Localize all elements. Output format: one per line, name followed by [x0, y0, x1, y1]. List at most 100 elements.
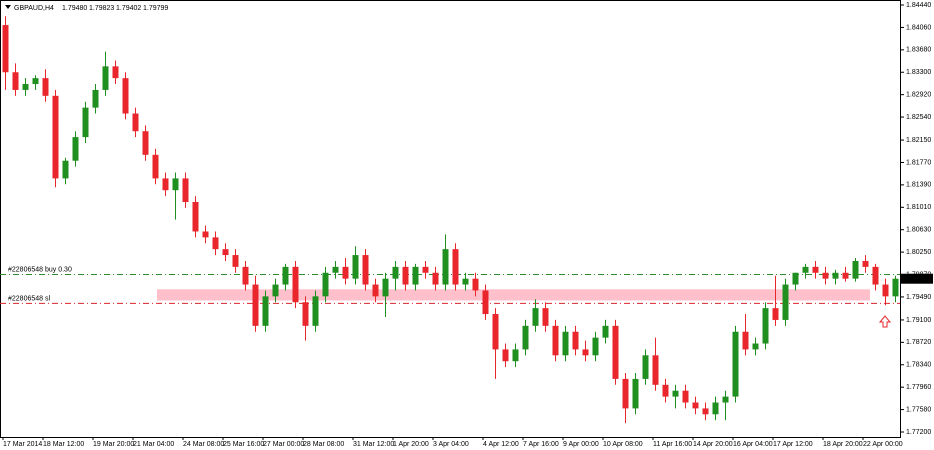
- candle-body: [172, 178, 179, 191]
- candle-body: [202, 231, 209, 238]
- ohlc-value: 1.79402: [116, 5, 141, 12]
- candle-body: [472, 278, 479, 291]
- candle-body: [322, 272, 329, 297]
- y-tick-label: 1.77580: [906, 406, 931, 413]
- candle-body: [152, 154, 159, 179]
- y-tick-label: 1.80250: [906, 249, 931, 256]
- candle-body: [302, 302, 309, 326]
- candle-body: [712, 402, 719, 415]
- x-tick-label: 22 Apr 00:00: [863, 441, 903, 448]
- candle-body: [312, 296, 319, 326]
- x-tick-label: 25 Mar 16:00: [223, 441, 264, 448]
- candle-body: [182, 178, 189, 202]
- candle-body: [432, 272, 439, 285]
- candle-body: [742, 331, 749, 350]
- candle-body: [52, 95, 59, 179]
- candle-body: [682, 390, 689, 403]
- order-label: #22806548 sl: [8, 295, 50, 302]
- x-tick-label: 24 Mar 08:00: [183, 441, 224, 448]
- candle-body: [262, 296, 269, 326]
- y-tick-label: 1.84440: [906, 2, 931, 9]
- x-tick-label: 7 Apr 16:00: [523, 441, 559, 448]
- plot-frame: [0, 0, 901, 438]
- candle-body: [102, 66, 109, 90]
- candle-body: [512, 349, 519, 362]
- x-tick-label: 16 Apr 04:00: [733, 441, 773, 448]
- y-tick-label: 1.80630: [906, 227, 931, 234]
- y-tick-label: 1.81390: [906, 182, 931, 189]
- candle-body: [502, 349, 509, 362]
- candle-body: [612, 325, 619, 379]
- candle-body: [122, 78, 129, 114]
- chart-title: GBPAUD,H4: [14, 5, 54, 12]
- order-label: #22806548 buy 0.30: [8, 266, 72, 273]
- candle-body: [572, 331, 579, 350]
- candle-body: [242, 266, 249, 285]
- candle-body: [162, 178, 169, 191]
- candle-body: [582, 349, 589, 356]
- candle-body: [72, 137, 79, 161]
- candle-body: [562, 331, 569, 356]
- candle-body: [2, 25, 9, 73]
- candle-body: [462, 278, 469, 285]
- candle-body: [292, 266, 299, 303]
- candle-body: [852, 260, 859, 279]
- candle-body: [702, 408, 709, 415]
- candle-body: [522, 325, 529, 350]
- last-price-label: 1.79799: [904, 276, 929, 283]
- candle-body: [332, 266, 339, 273]
- candle-body: [552, 325, 559, 356]
- candle-body: [832, 272, 839, 279]
- candle-body: [802, 266, 809, 273]
- x-tick-label: 3 Apr 04:00: [433, 441, 469, 448]
- candle-body: [22, 84, 29, 90]
- y-tick-label: 1.83300: [906, 69, 931, 76]
- candle-body: [112, 66, 119, 79]
- candle-body: [632, 378, 639, 409]
- x-tick-label: 17 Apr 12:00: [773, 441, 813, 448]
- ohlc-value: 1.79799: [143, 5, 168, 12]
- candle-body: [62, 160, 69, 179]
- candle-body: [342, 266, 349, 279]
- y-tick-label: 1.79490: [906, 294, 931, 301]
- x-tick-label: 1 Apr 20:00: [393, 441, 429, 448]
- candle-body: [192, 201, 199, 232]
- y-tick-label: 1.82920: [906, 91, 931, 98]
- x-tick-label: 18 Apr 20:00: [823, 441, 863, 448]
- candle-body: [812, 266, 819, 273]
- candle-body: [762, 308, 769, 344]
- candle-body: [622, 378, 629, 409]
- candle-body: [142, 131, 149, 155]
- candle-body: [752, 343, 759, 350]
- candle-body: [92, 89, 99, 108]
- x-tick-label: 19 Mar 20:00: [93, 441, 134, 448]
- order-arrow: [878, 315, 892, 328]
- y-tick-label: 1.81770: [906, 159, 931, 166]
- candle-body: [222, 249, 229, 256]
- candle-body: [542, 308, 549, 326]
- x-tick-label: 31 Mar 12:00: [353, 441, 394, 448]
- candle-body: [412, 266, 419, 285]
- x-tick-label: 28 Mar 08:00: [303, 441, 344, 448]
- y-tick-label: 1.78720: [906, 339, 931, 346]
- candle-body: [672, 390, 679, 397]
- candle-body: [792, 272, 799, 285]
- candle-body: [362, 255, 369, 285]
- candle-body: [282, 266, 289, 285]
- candle-body: [252, 284, 259, 326]
- symbol-menu-icon[interactable]: [5, 5, 11, 9]
- candle-body: [12, 72, 19, 90]
- candle-body: [662, 384, 669, 397]
- candle-body: [772, 308, 779, 320]
- y-tick-label: 1.77200: [906, 429, 931, 436]
- candle-body: [722, 396, 729, 403]
- candle-body: [382, 278, 389, 297]
- candle-body: [782, 284, 789, 320]
- candle-body: [402, 266, 409, 285]
- candle-body: [132, 113, 139, 132]
- candle-body: [822, 272, 829, 279]
- y-tick-label: 1.78340: [906, 362, 931, 369]
- candle-body: [892, 278, 899, 297]
- candle-body: [82, 107, 89, 138]
